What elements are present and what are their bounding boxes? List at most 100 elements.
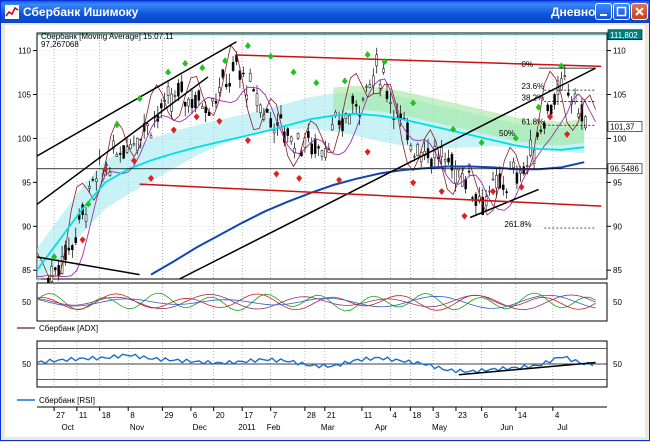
x-day-label: 18 [102,411,111,420]
indicator-lines [36,44,596,277]
candle-body [204,106,207,113]
candle-body [331,124,334,131]
x-day-label: 14 [518,411,527,420]
timeframe-label: Дневной [551,5,603,19]
x-month-label: Apr [375,423,388,432]
candle-body [409,145,413,151]
candle-body [368,84,372,88]
chart-area[interactable]: 0% 23.6% 38.2% 61.8% 261.8% 85 85 90 90 95 95 100 1… [5,25,645,437]
fractal-markers [51,42,571,261]
trend-line [139,183,602,207]
adx-plot-frame [36,282,608,322]
title-bar[interactable]: Сбербанк Ишимоку Дневной [1,1,649,23]
candle-body [221,69,225,78]
candle-body [105,164,108,166]
trend-line [36,76,209,205]
maximize-button[interactable] [613,3,630,20]
candle-body [108,171,112,177]
candle-body [224,83,228,88]
fractal-down-marker [336,176,343,184]
trend-line [469,188,539,219]
price-chart-header: Сбербанк [Moving Average] 15.07.11 [41,32,174,41]
fractal-up-marker [222,57,229,65]
candle-body [375,54,378,67]
candle-body [337,120,341,126]
candle-body [177,82,180,97]
candle-body [478,196,481,202]
candle-body [389,102,392,104]
candle-body [112,140,115,150]
x-month-label: May [432,423,447,432]
x-month-label: Nov [130,423,144,432]
candle-body [320,150,324,157]
candle-body [160,103,163,109]
x-day-label: 11 [79,411,88,420]
fractal-down-marker [148,174,154,182]
fractal-down-marker [547,113,553,121]
fractal-up-marker [165,68,172,76]
fractal-up-marker [381,57,388,65]
fractal-up-marker [51,253,58,261]
candle-body [502,184,505,190]
candle-body [505,191,508,193]
candle-body [190,99,194,109]
y-tick-label: 50 [22,298,31,307]
fractal-up-marker [364,50,371,58]
x-day-label: 11 [364,411,373,420]
x-day-label: 27 [56,411,65,420]
adx-y-axis: 50 50 [22,298,622,307]
candle-body [84,213,88,222]
candle-body [286,128,290,136]
candle-body [344,113,348,120]
x-day-label: 28 [307,411,316,420]
candle-body [324,148,327,158]
minimize-button[interactable] [595,3,612,20]
fractal-down-marker [244,137,251,145]
fractal-up-marker [199,64,206,72]
candle-body [248,72,252,82]
candle-body [549,104,553,115]
trend-line [179,67,596,280]
fractal-down-marker [410,179,417,187]
candle-body [460,172,464,187]
candle-body [231,61,235,71]
candle-body [50,266,54,282]
candle-body [307,131,310,138]
fractal-up-marker [290,68,297,76]
x-day-label: 21 [327,411,336,420]
candle-body [341,118,344,131]
price-y-axis: 85 85 90 90 95 95 100 100 105 105 110 110 [18,47,627,276]
candle-body [354,104,358,107]
close-icon [635,7,644,16]
candle-body [136,137,139,151]
x-month-label: Jul [557,423,567,432]
candle-body [95,178,98,182]
candle-body [242,72,245,75]
fib-level-label: 0% [522,60,534,69]
candle-body [266,108,269,113]
fractal-down-marker [79,236,86,244]
candle-body [450,154,454,171]
cloud-area [37,91,585,284]
candle-body [218,87,221,93]
fractal-down-marker [296,174,303,182]
window-title: Сбербанк Ишимоку [23,5,139,19]
candle-body [57,265,60,276]
close-button[interactable] [631,3,648,20]
fib-level-label: 261.8% [504,220,531,229]
rsi-line [36,353,594,374]
candle-body [361,98,365,101]
y-tick-label: 90 [613,222,622,231]
candle-body [259,104,262,114]
y-tick-label: 110 [18,47,31,56]
fractal-up-marker [535,103,542,111]
fractal-up-marker [113,121,120,129]
x-day-label: 4 [392,411,397,420]
y-tick-label: 100 [613,134,627,143]
fractal-down-marker [193,113,200,121]
x-month-label: Jun [500,423,513,432]
price-chart-subheader: 97,267068 [41,40,79,49]
candle-body [180,81,184,92]
